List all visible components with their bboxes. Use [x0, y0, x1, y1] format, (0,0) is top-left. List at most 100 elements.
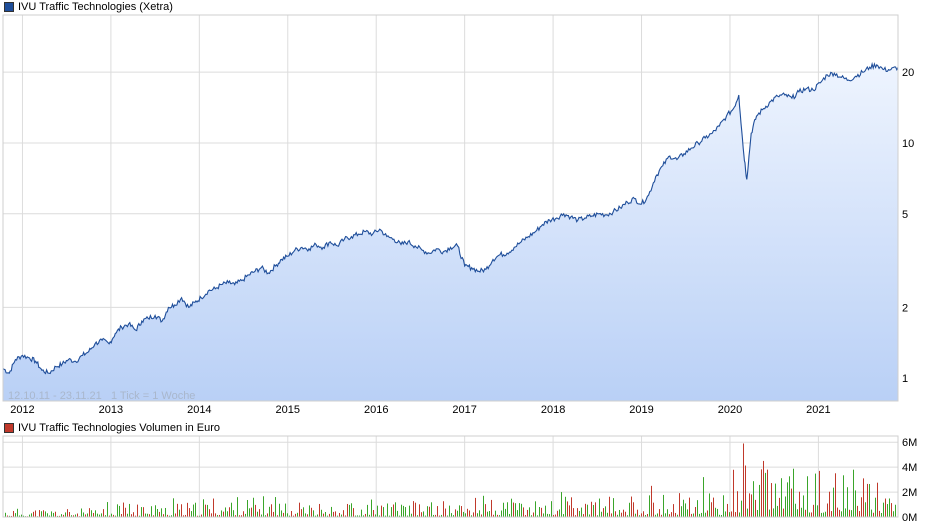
volume-bar — [875, 497, 876, 517]
volume-bar — [507, 502, 508, 517]
volume-y-tick-label: 2M — [902, 487, 917, 499]
volume-bar — [831, 511, 832, 517]
price-x-tick-label: 2017 — [452, 404, 476, 416]
volume-bar — [199, 515, 200, 517]
volume-bar — [683, 499, 684, 517]
volume-bar — [635, 513, 636, 517]
volume-bar — [763, 460, 764, 517]
volume-bar — [765, 472, 766, 517]
volume-bar — [561, 492, 562, 517]
volume-bar — [515, 503, 516, 517]
volume-bar — [271, 504, 272, 517]
volume-bar — [225, 507, 226, 517]
volume-bar — [349, 504, 350, 517]
volume-bar — [537, 515, 538, 517]
volume-bar — [531, 515, 532, 517]
volume-bar — [695, 507, 696, 517]
volume-bar — [281, 510, 282, 517]
volume-bar — [447, 515, 448, 517]
volume-bar — [105, 515, 106, 517]
volume-bar — [403, 505, 404, 517]
volume-bar — [729, 512, 730, 517]
volume-bar — [555, 514, 556, 517]
volume-bar — [669, 514, 670, 517]
volume-bar — [39, 510, 40, 517]
price-x-tick-label: 2021 — [806, 404, 830, 416]
volume-bar — [837, 507, 838, 517]
volume-bar — [279, 503, 280, 517]
volume-bar — [739, 512, 740, 517]
volume-bar — [107, 502, 108, 517]
volume-bar — [751, 494, 752, 517]
volume-bar — [647, 513, 648, 517]
volume-bar — [771, 483, 772, 517]
volume-bar — [71, 515, 72, 517]
volume-bar — [55, 511, 56, 517]
volume-bar — [263, 496, 264, 517]
volume-bar — [853, 469, 854, 517]
volume-bar — [455, 509, 456, 517]
volume-bar — [541, 507, 542, 517]
volume-bar — [569, 505, 570, 517]
price-x-tick-label: 2013 — [99, 404, 123, 416]
volume-bar — [663, 494, 664, 517]
volume-bar — [781, 478, 782, 517]
volume-bar — [675, 512, 676, 517]
volume-bar — [459, 505, 460, 517]
volume-bar — [489, 510, 490, 517]
volume-bar — [611, 513, 612, 517]
volume-plot-frame — [2, 435, 899, 518]
volume-bar — [81, 508, 82, 517]
volume-bar — [579, 510, 580, 517]
volume-bar — [267, 513, 268, 517]
volume-bar — [439, 515, 440, 517]
volume-bar — [239, 515, 240, 517]
volume-bar — [495, 510, 496, 517]
volume-bar — [217, 515, 218, 517]
volume-bar — [171, 515, 172, 517]
volume-bar — [357, 515, 358, 517]
volume-bar — [189, 508, 190, 517]
volume-bar — [419, 504, 420, 517]
volume-bar — [639, 515, 640, 517]
volume-bar — [661, 514, 662, 517]
volume-bar — [181, 504, 182, 517]
volume-bar — [113, 514, 114, 517]
price-area — [3, 63, 898, 402]
volume-bar — [365, 513, 366, 517]
volume-bar — [43, 510, 44, 517]
volume-bar — [657, 513, 658, 517]
volume-bar — [567, 501, 568, 517]
price-y-tick-label: 10 — [902, 138, 914, 150]
volume-bar — [65, 512, 66, 517]
volume-bar — [417, 515, 418, 517]
volume-bar — [493, 514, 494, 517]
volume-bar — [119, 505, 120, 517]
volume-bar — [613, 498, 614, 517]
volume-bar — [187, 502, 188, 517]
volume-bar — [179, 509, 180, 517]
volume-bar — [425, 515, 426, 517]
volume-bar — [641, 513, 642, 517]
volume-y-tick-label: 0M — [902, 512, 917, 524]
volume-bar — [373, 510, 374, 517]
volume-bar — [823, 512, 824, 517]
volume-bar — [833, 487, 834, 517]
volume-bar — [211, 513, 212, 517]
volume-bar — [103, 509, 104, 517]
volume-bar — [319, 503, 320, 517]
volume-bar — [423, 511, 424, 517]
volume-bar — [283, 512, 284, 517]
volume-bar — [841, 511, 842, 517]
volume-bar — [157, 508, 158, 517]
volume-bar — [619, 509, 620, 517]
volume-bar — [623, 509, 624, 517]
volume-bar — [607, 512, 608, 517]
volume-bar — [543, 513, 544, 517]
volume-bar — [203, 499, 204, 517]
volume-bar — [759, 484, 760, 517]
volume-bar — [867, 483, 868, 517]
volume-bar — [57, 515, 58, 517]
volume-bar — [137, 504, 138, 517]
price-x-tick-label: 2016 — [364, 404, 388, 416]
